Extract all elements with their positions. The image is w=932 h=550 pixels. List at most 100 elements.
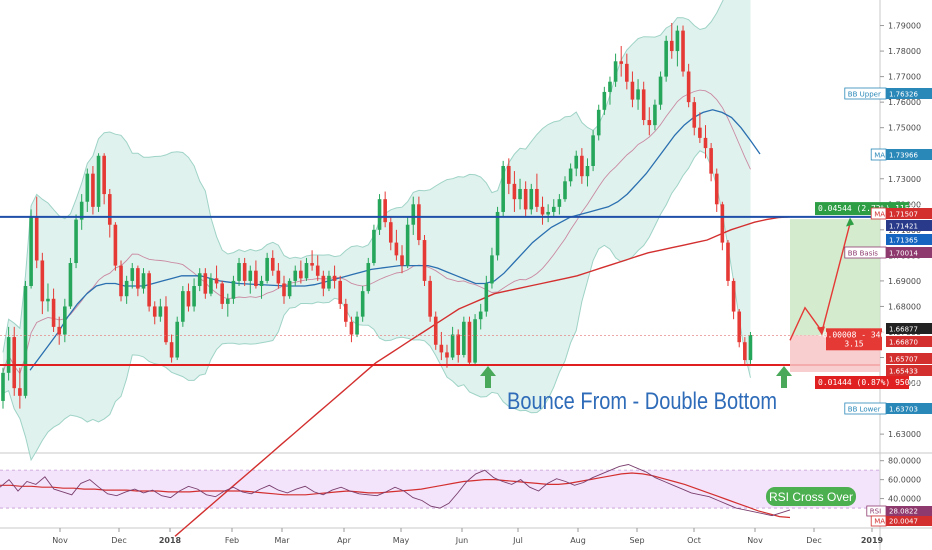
price-tag: BB Upper 1.76326: [844, 87, 932, 100]
candle-body: [546, 211, 550, 215]
candle-body: [411, 204, 416, 225]
candle-body: [23, 286, 28, 396]
candle: [647, 107, 652, 136]
candle: [254, 260, 258, 289]
candle: [450, 326, 455, 361]
candle: [737, 308, 742, 348]
candle-body: [467, 321, 472, 363]
candle: [214, 265, 219, 289]
candle: [158, 298, 163, 322]
candle: [529, 183, 534, 215]
candle-body: [462, 321, 466, 355]
candle: [698, 112, 702, 144]
candle-body: [743, 342, 747, 361]
candle: [377, 194, 382, 235]
price-tick-label: 1.69000: [888, 277, 921, 286]
price-tag: 1.66870: [886, 336, 932, 347]
candle-body: [181, 291, 185, 322]
candle: [394, 229, 399, 261]
candle-body: [535, 188, 539, 207]
candle: [388, 217, 393, 251]
candle: [400, 245, 404, 274]
candle-body: [254, 270, 258, 287]
candle: [512, 171, 517, 212]
price-tag-value-bg: [886, 149, 932, 160]
rsi-tag-value-bg: [886, 506, 932, 516]
candle-body: [478, 311, 483, 320]
price-tick-label: 1.79000: [888, 22, 921, 31]
candle-body: [400, 255, 404, 266]
candle-body: [276, 270, 281, 284]
candle: [428, 275, 432, 322]
candle-body: [388, 222, 393, 243]
price-tick-label: 1.75000: [888, 124, 921, 133]
time-tick-label: Jul: [512, 536, 523, 545]
candle: [18, 367, 22, 409]
candle: [220, 280, 224, 309]
candle: [518, 178, 522, 210]
price-tag-value: 1.71507: [889, 211, 918, 219]
rsi-line: [0, 464, 791, 517]
time-tick-label: Nov: [52, 536, 68, 545]
candle-body: [1, 372, 5, 401]
time-tick-label: Nov: [747, 536, 763, 545]
candle: [304, 257, 309, 281]
candle: [63, 298, 67, 343]
candle-body: [344, 303, 348, 322]
candle: [6, 326, 11, 381]
candle-body: [299, 270, 303, 279]
candle-body: [580, 155, 584, 177]
candle-body: [119, 265, 123, 297]
center-label-bg: [826, 328, 882, 351]
candle-body: [658, 76, 663, 105]
candle: [349, 316, 354, 343]
candle-body: [709, 148, 713, 174]
long-position-tool[interactable]: 0.04544 (2.72%) 1157.3-0.00008 - 34623.1…: [789, 202, 924, 389]
candle: [226, 293, 230, 317]
rsi-tick-label: 40.0000: [888, 495, 921, 504]
candle-body: [686, 71, 691, 103]
candle: [181, 286, 185, 327]
candle-body: [692, 102, 697, 128]
candle: [411, 196, 416, 235]
candle-body: [57, 326, 61, 335]
candle: [68, 257, 73, 309]
candle-body: [641, 89, 646, 121]
candle: [282, 275, 286, 304]
price-tag-value: 1.65433: [889, 368, 918, 376]
candle-body: [46, 298, 50, 302]
time-tick-label: 2018: [159, 536, 182, 545]
price-tag: 1.71365: [886, 234, 932, 245]
candle: [51, 288, 56, 332]
candle: [372, 224, 376, 266]
rsi-tag-value: 28.0822: [889, 508, 918, 516]
candle-body: [377, 199, 382, 230]
candle-body: [737, 311, 742, 343]
green-up-arrow-icon: [776, 366, 792, 388]
candle-body: [259, 280, 264, 287]
candle-body: [248, 270, 253, 281]
candle-body: [669, 40, 674, 52]
candle: [568, 163, 573, 187]
candle: [625, 53, 629, 90]
candle-body: [18, 388, 22, 396]
candle: [113, 222, 118, 271]
candle: [748, 331, 753, 364]
time-tick-label: Jun: [455, 536, 469, 545]
rsi-tag-value-bg: [886, 516, 932, 526]
candle-body: [731, 280, 736, 312]
rsi-tick-label: 80.0000: [888, 457, 921, 466]
candle: [57, 316, 61, 345]
candle: [169, 334, 174, 363]
candle: [147, 270, 151, 312]
candle: [383, 191, 387, 228]
candle-body: [563, 181, 567, 200]
candle: [433, 311, 438, 350]
candle: [563, 176, 567, 202]
price-tag-label: BB Lower: [848, 406, 881, 414]
candle-body: [501, 165, 505, 212]
candle-body: [68, 263, 73, 307]
candle: [613, 53, 618, 87]
candle-body: [405, 224, 410, 266]
candle: [141, 268, 146, 294]
